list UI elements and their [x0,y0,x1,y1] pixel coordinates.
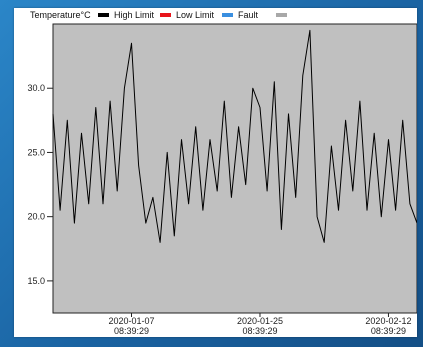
legend-swatch-2 [222,13,233,17]
legend-label-1: Low Limit [176,10,215,20]
legend-label-0: High Limit [114,10,155,20]
y-tick-label: 20.0 [27,212,45,222]
y-tick-label: 25.0 [27,147,45,157]
x-tick-date: 2020-01-25 [237,316,283,326]
series-line-0 [52,29,417,243]
x-tick-time: 08:39:29 [242,326,277,336]
legend-swatch-0 [98,13,109,17]
chart-legend: Temperature°C High Limit Low Limit Fault [30,10,287,20]
temperature-chart: Temperature°C High Limit Low Limit Fault 1… [27,10,417,336]
x-tick-date: 2020-02-12 [365,316,411,326]
y-tick-label: 30.0 [27,83,45,93]
plot-area [52,23,417,314]
chart-panel: Temperature°C High Limit Low Limit Fault 1… [14,8,417,337]
legend-swatch-3 [276,13,287,17]
legend-title: Temperature°C [30,10,91,20]
x-tick-time: 08:39:29 [371,326,406,336]
x-tick-time: 08:39:29 [114,326,149,336]
legend-swatch-1 [160,13,171,17]
x-tick-date: 2020-01-07 [108,316,154,326]
x-axis: 2020-01-0708:39:292020-01-2508:39:292020… [108,313,411,336]
y-axis: 15.0 20.0 25.0 30.0 [27,83,53,286]
legend-label-2: Fault [238,10,259,20]
y-tick-label: 15.0 [27,276,45,286]
series-layer [52,29,417,243]
